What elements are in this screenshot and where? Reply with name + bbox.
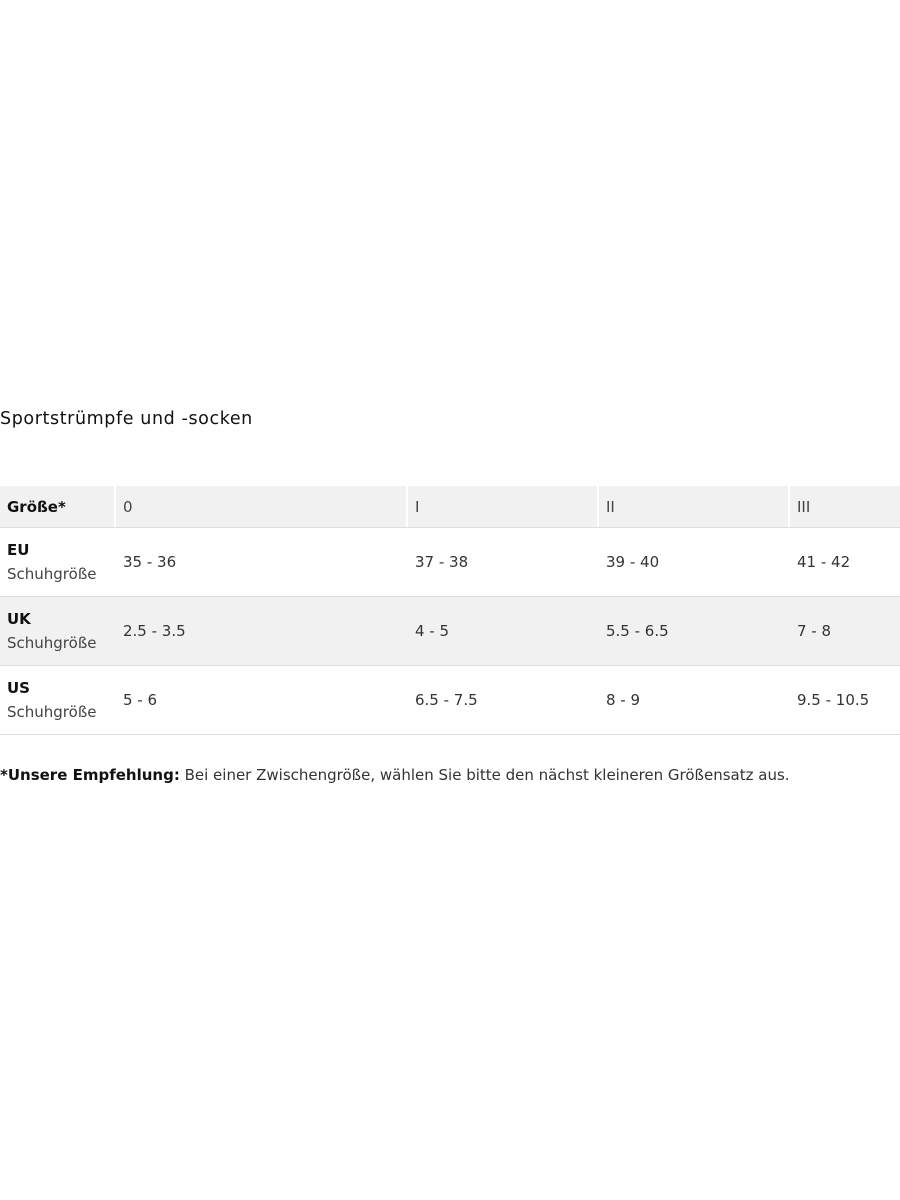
table-row-eu: EU Schuhgröße 35 - 36 37 - 38 39 - 40 41 … (0, 527, 900, 597)
table-cell: 35 - 36 (116, 527, 408, 597)
row-sublabel: Schuhgröße (7, 565, 97, 583)
table-cell: 39 - 40 (599, 527, 790, 597)
table-row-uk: UK Schuhgröße 2.5 - 3.5 4 - 5 5.5 - 6.5 7… (0, 597, 900, 666)
section-title: Sportstrümpfe und -socken (0, 409, 253, 429)
table-cell: 4 - 5 (408, 597, 599, 666)
row-label: US Schuhgröße (0, 666, 116, 735)
row-label: EU Schuhgröße (0, 527, 116, 597)
header-row: Größe* 0 I II III (0, 486, 900, 527)
row-label-main: US (7, 679, 30, 697)
table-cell: 2.5 - 3.5 (116, 597, 408, 666)
row-label-main: UK (7, 610, 31, 628)
note-text: Bei einer Zwischengröße, wählen Sie bitt… (179, 766, 790, 784)
header-size: Größe* (0, 486, 116, 527)
table-cell: 5 - 6 (116, 666, 408, 735)
row-label-main: EU (7, 541, 30, 559)
header-size-0: 0 (116, 486, 408, 527)
row-label: UK Schuhgröße (0, 597, 116, 666)
table-cell: 8 - 9 (599, 666, 790, 735)
header-size-1: I (408, 486, 599, 527)
table-cell: 9.5 - 10.5 (790, 666, 900, 735)
table-cell: 7 - 8 (790, 597, 900, 666)
header-size-3: III (790, 486, 900, 527)
table-cell: 37 - 38 (408, 527, 599, 597)
note-label: *Unsere Empfehlung: (0, 766, 180, 784)
row-sublabel: Schuhgröße (7, 634, 97, 652)
recommendation-note: *Unsere Empfehlung: Bei einer Zwischengr… (0, 766, 790, 784)
header-size-2: II (599, 486, 790, 527)
table-row-us: US Schuhgröße 5 - 6 6.5 - 7.5 8 - 9 9.5 -… (0, 666, 900, 735)
table-cell: 5.5 - 6.5 (599, 597, 790, 666)
size-table: Größe* 0 I II III EU Schuhgröße 35 - 36 3… (0, 486, 900, 735)
table-cell: 41 - 42 (790, 527, 900, 597)
row-sublabel: Schuhgröße (7, 703, 97, 721)
table-cell: 6.5 - 7.5 (408, 666, 599, 735)
